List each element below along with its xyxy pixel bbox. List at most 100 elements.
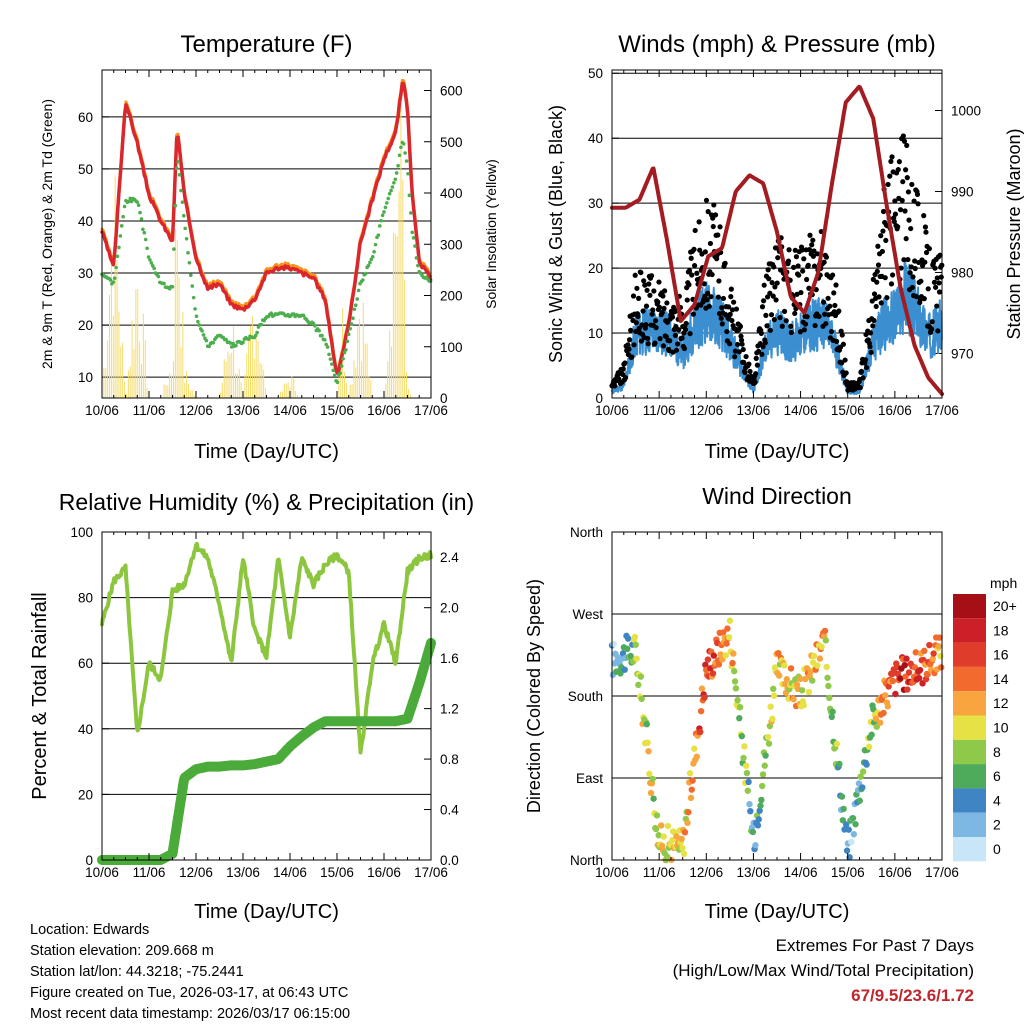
y-tick-label: 80 [78, 591, 93, 606]
gust-point [759, 304, 766, 310]
direction-point [632, 641, 639, 648]
x-tick-label: 13/06 [226, 403, 260, 418]
direction-point [884, 703, 891, 710]
direction-point [787, 665, 795, 672]
dewpoint-point [327, 352, 331, 357]
direction-point [610, 640, 617, 648]
legend-swatch [953, 642, 986, 667]
dewpoint-point [180, 200, 185, 204]
dewpoint-point [401, 142, 406, 146]
gust-point [629, 354, 635, 360]
gust-point [626, 346, 632, 352]
gust-point [896, 159, 902, 165]
gust-point [770, 293, 776, 299]
gust-point [938, 274, 944, 280]
gust-point [759, 351, 765, 357]
direction-point [765, 740, 773, 747]
dewpoint-point [354, 303, 358, 307]
dewpoint-point [382, 210, 386, 214]
legend-label: 8 [993, 744, 1001, 760]
gust-point [858, 368, 865, 375]
gust-point [653, 325, 659, 331]
gust-point [901, 257, 907, 263]
gust-point [900, 179, 906, 185]
x-tick-label: 14/06 [273, 403, 307, 418]
dewpoint-point [346, 332, 351, 337]
gust-point [728, 286, 734, 292]
dewpoint-point [390, 185, 395, 189]
direction-point [689, 777, 696, 784]
direction-point [643, 721, 650, 728]
dewpoint-point [269, 311, 274, 316]
gust-point [931, 279, 938, 285]
rainfall-line [97, 638, 436, 865]
gust-point [905, 256, 911, 263]
direction-point [762, 752, 769, 759]
direction-point [930, 650, 937, 657]
y-tick-label: 20 [588, 261, 603, 276]
dewpoint-point [394, 171, 399, 175]
dewpoint-point [190, 284, 195, 288]
dewpoint-point [143, 237, 148, 242]
dewpoint-point [112, 276, 117, 281]
gust-point [823, 254, 830, 260]
gust-point [903, 167, 909, 173]
gust-point [898, 265, 904, 271]
gust-point [732, 354, 738, 360]
legend-label: 6 [993, 768, 1001, 784]
gust-point [738, 337, 745, 343]
dewpoint-point [331, 368, 336, 373]
direction-point [843, 847, 851, 854]
dewpoint-point [149, 261, 154, 265]
gust-point [779, 323, 785, 329]
dewpoint-point [224, 337, 228, 342]
gust-point [640, 308, 646, 314]
gust-point [729, 317, 735, 324]
gust-point [649, 273, 655, 279]
direction-point [821, 627, 829, 635]
gust-point [635, 295, 642, 301]
gust-point [669, 314, 676, 320]
direction-point [936, 634, 943, 641]
direction-point [770, 692, 778, 699]
y-tick-label: 40 [78, 722, 93, 737]
direction-point [653, 812, 661, 819]
gust-point [761, 298, 767, 304]
gust-point [888, 158, 894, 165]
direction-point [790, 696, 797, 703]
direction-point [688, 786, 695, 793]
gust-point [899, 197, 905, 204]
y2-tick-label: 1.2 [440, 702, 459, 717]
gust-point [729, 307, 736, 313]
dewpoint-point [200, 329, 204, 333]
direction-point [638, 695, 645, 703]
gust-point [688, 255, 694, 261]
y-tick-label: North [570, 853, 603, 868]
gust-point [727, 341, 733, 347]
gust-point [801, 256, 807, 262]
direction-point [826, 694, 833, 702]
gust-point [644, 287, 650, 293]
dewpoint-point [177, 173, 182, 177]
gust-point [771, 264, 777, 270]
y-tick-label: East [576, 771, 603, 786]
dewpoint-point [410, 230, 415, 235]
direction-point [742, 762, 750, 769]
gust-point [638, 269, 644, 276]
dewpoint-point [408, 211, 413, 215]
gust-point [704, 297, 710, 303]
legend-swatch [953, 739, 986, 765]
direction-point [836, 760, 843, 768]
gust-point [687, 331, 693, 337]
gust-point [722, 260, 728, 266]
gust-point [767, 290, 773, 296]
dewpoint-point [324, 342, 328, 347]
x-tick-label: 17/06 [925, 403, 959, 418]
direction-point [724, 625, 731, 632]
dewpoint-point [377, 224, 382, 228]
direction-point [845, 826, 852, 833]
gust-point [650, 307, 656, 313]
gust-point [857, 385, 863, 391]
x-tick-label: 15/06 [831, 865, 865, 880]
x-tick-label: 13/06 [737, 403, 771, 418]
